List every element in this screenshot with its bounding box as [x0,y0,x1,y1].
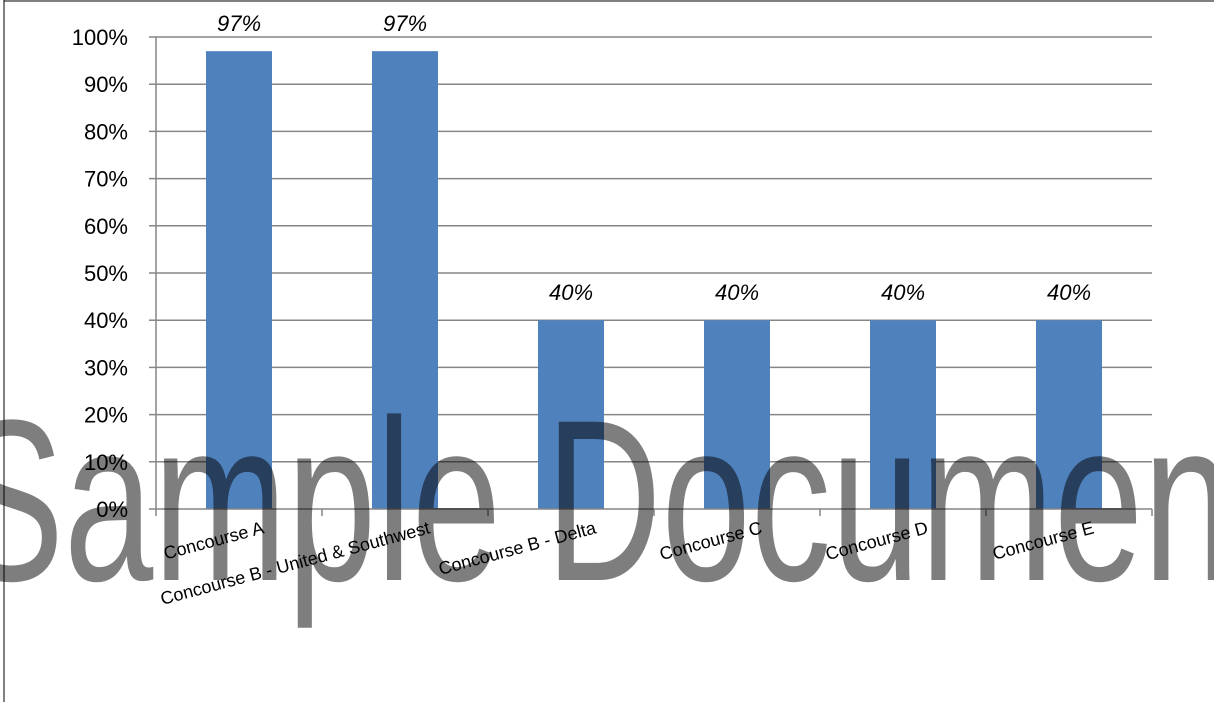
bar [1036,320,1102,509]
bar [704,320,770,509]
y-tick-label: 100% [72,25,128,50]
y-tick-label: 50% [84,261,128,286]
y-tick-label: 80% [84,119,128,144]
y-tick-label: 20% [84,403,128,428]
axes [149,36,1153,516]
bar [206,51,272,509]
data-label: 40% [715,280,759,305]
data-label: 40% [1047,280,1091,305]
data-labels: 97% 97% 40% 40% 40% 40% [217,11,1091,305]
data-label: 40% [549,280,593,305]
bar [538,320,604,509]
bars [206,51,1102,509]
data-label: 97% [217,11,261,36]
y-tick-label: 30% [84,355,128,380]
y-tick-label: 90% [84,72,128,97]
y-tick-label: 40% [84,308,128,333]
y-tick-label: 70% [84,167,128,192]
y-tick-labels: 0% 10% 20% 30% 40% 50% 60% 70% 80% 90% 100% [72,25,128,522]
gridlines [156,36,1152,463]
data-label: 40% [881,280,925,305]
y-tick-label: 60% [84,214,128,239]
data-label: 97% [383,11,427,36]
watermark: Sample Document [0,372,1214,629]
y-tick-label: 10% [84,450,128,475]
y-tick-label: 0% [96,497,128,522]
bar [372,51,438,509]
bar [870,320,936,509]
